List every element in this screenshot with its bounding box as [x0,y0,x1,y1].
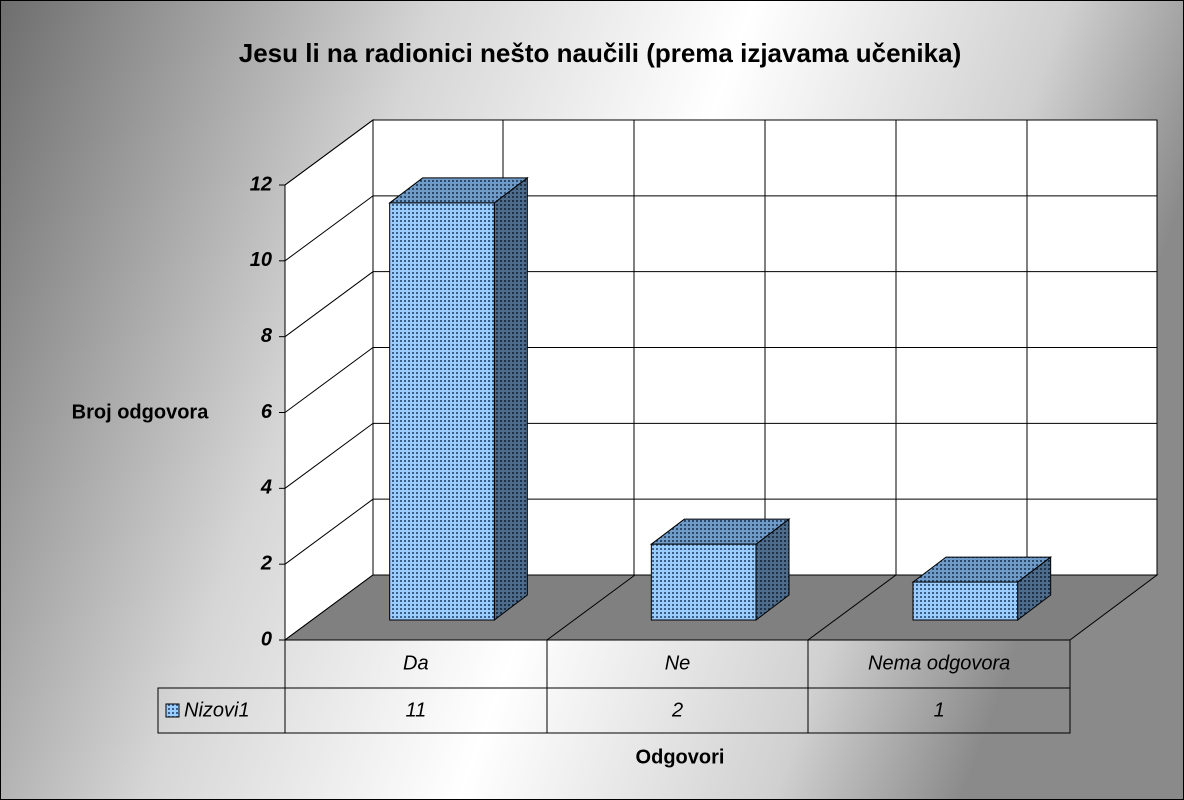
table-value: 1 [934,699,945,721]
y-axis-label: Broj odgovora [72,401,210,423]
bar-side [493,176,528,622]
y-tick-label: 8 [261,325,273,347]
grid-line [284,195,1157,262]
y-tick-label: 10 [250,249,272,271]
y-tick-label: 2 [260,552,272,574]
bar [650,543,757,621]
chart-title: Jesu li na radionici nešto naučili (prem… [239,38,961,68]
table-value: 11 [405,699,426,721]
y-tick-label: 4 [260,477,272,499]
y-tick-label: 0 [261,628,272,650]
grid-line [284,119,1157,186]
floor-dividers [546,574,897,641]
grid-line [284,347,1157,413]
category-label: Ne [665,652,691,674]
grid-line [284,271,1157,338]
category-label: Nema odgovora [868,652,1010,674]
x-axis-label: Odgovori [636,746,725,768]
grid-line [284,498,1157,565]
y-tick-label: 12 [250,173,272,195]
bar [912,581,1019,621]
category-label: Da [403,652,429,674]
table-value: 2 [671,699,683,721]
y-tick-label: 6 [261,401,273,423]
data-table [157,639,1071,734]
legend-label: Nizovi1 [184,699,250,721]
bar [389,202,495,621]
legend-swatch [165,703,180,718]
grid-line [284,422,1157,489]
